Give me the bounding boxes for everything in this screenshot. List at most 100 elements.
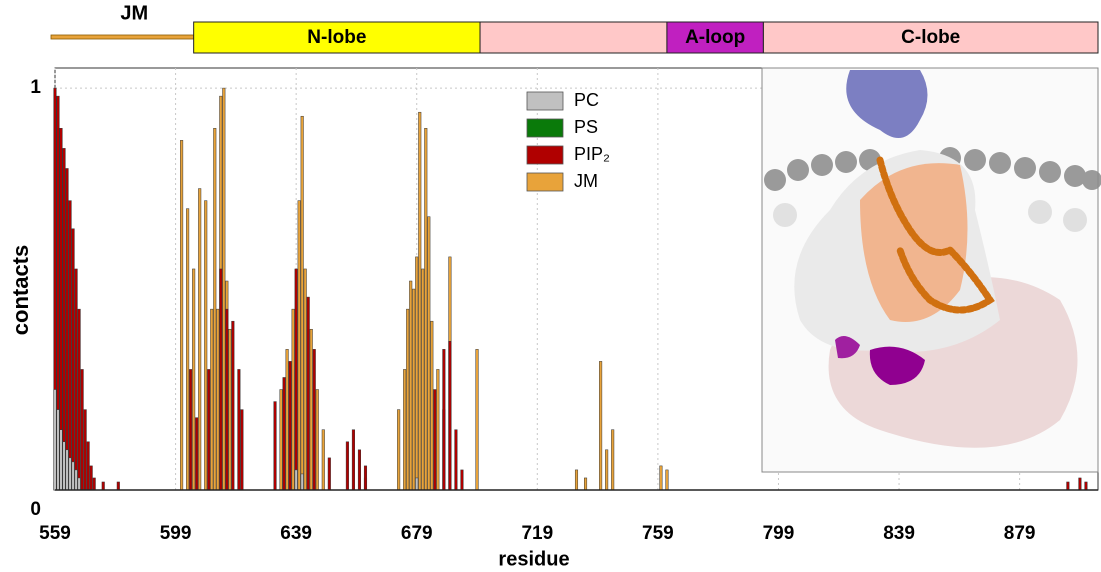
bar (189, 369, 193, 491)
x-tick-label: 839 (883, 523, 915, 544)
bar (297, 200, 301, 491)
bar (306, 296, 310, 491)
bar (222, 87, 226, 491)
bar (1078, 477, 1082, 491)
domain-label: N-lobe (307, 27, 366, 48)
bar (68, 457, 72, 491)
bar (198, 188, 202, 491)
y-tick-label: 1 (30, 77, 41, 98)
bar (192, 268, 196, 491)
bar (300, 115, 304, 491)
bar (59, 429, 63, 491)
bar (448, 341, 452, 491)
legend-swatch (526, 91, 564, 111)
bar (282, 377, 286, 491)
bar (74, 469, 78, 491)
legend-swatch (526, 145, 564, 165)
bar (412, 288, 416, 491)
bar (460, 469, 464, 491)
bar (427, 216, 431, 491)
structure-inset (761, 67, 1101, 473)
bar (204, 200, 208, 491)
bar (345, 441, 349, 491)
bar (454, 429, 458, 491)
domain-label: A-loop (685, 27, 745, 48)
domain-line (50, 34, 195, 40)
y-axis-label: contacts (8, 245, 33, 335)
bar (83, 409, 87, 491)
x-tick-label: 559 (39, 523, 71, 544)
bar (285, 349, 289, 491)
bar (237, 369, 241, 491)
bar (1066, 481, 1070, 491)
bar (659, 465, 663, 491)
bar (665, 469, 669, 491)
bar (62, 148, 66, 491)
y-tick-label: 0 (30, 499, 41, 520)
bar (53, 389, 57, 491)
bar (273, 401, 277, 491)
bar (406, 308, 410, 491)
bar (80, 369, 84, 491)
bar (421, 268, 425, 491)
bar (436, 369, 440, 491)
bar (77, 477, 81, 491)
bar (403, 369, 407, 491)
bar (279, 389, 283, 491)
x-axis-label: residue (498, 548, 569, 570)
bar (315, 389, 319, 491)
domain-box (762, 21, 1099, 54)
bar (65, 168, 69, 491)
bar (303, 268, 307, 491)
bar (116, 481, 120, 491)
bar (300, 473, 304, 491)
bar (207, 369, 211, 491)
bar (71, 461, 75, 491)
bar (210, 308, 214, 491)
bar (92, 477, 96, 491)
bar (363, 465, 368, 491)
bar (89, 465, 93, 491)
bar (309, 328, 313, 491)
bar (605, 449, 609, 491)
bar (231, 320, 235, 491)
bar (62, 441, 66, 491)
bar (442, 349, 446, 491)
bar (433, 389, 437, 491)
bar (424, 128, 428, 491)
legend-label: JM (574, 171, 598, 191)
bar (357, 449, 361, 491)
bar (68, 200, 72, 491)
bar (101, 481, 105, 491)
bar (228, 328, 232, 491)
domain-box (479, 21, 668, 54)
bar (351, 429, 355, 491)
bar (409, 280, 413, 491)
bar (225, 308, 229, 491)
bar (599, 361, 603, 491)
x-tick-label: 799 (763, 523, 795, 544)
bar (216, 308, 220, 491)
bar (415, 256, 419, 491)
bar (288, 361, 292, 491)
legend-label: PS (574, 117, 598, 137)
legend-label: PIP₂ (574, 144, 610, 164)
bar (312, 349, 316, 491)
bar (56, 409, 60, 491)
bar (574, 469, 579, 491)
bar (415, 477, 419, 491)
bar (65, 449, 69, 491)
bar (294, 469, 298, 491)
x-tick-label: 879 (1004, 523, 1036, 544)
bar (294, 268, 298, 491)
legend-swatch (526, 172, 564, 192)
bar (213, 128, 217, 491)
bar (584, 477, 588, 491)
bar (77, 308, 81, 491)
bar (291, 308, 295, 491)
x-tick-label: 759 (642, 523, 674, 544)
bar (1084, 481, 1088, 491)
bar (186, 208, 190, 491)
bar (430, 320, 434, 491)
legend-label: PC (574, 90, 599, 110)
